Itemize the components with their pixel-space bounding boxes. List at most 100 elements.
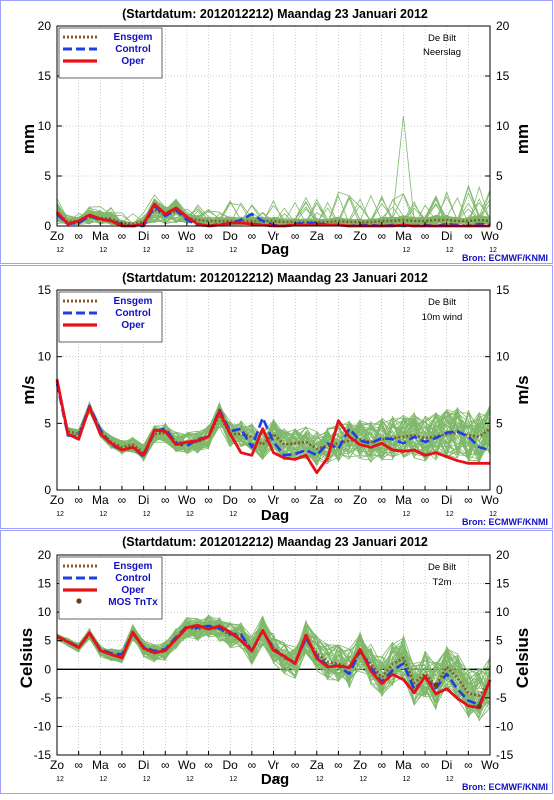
y-axis-label-right: mm: [513, 124, 532, 154]
source-credit: Bron: ECMWF/KNMI: [462, 253, 548, 263]
x-tick-label: Wo: [481, 229, 499, 243]
y-tick-labels-right: 0 5 10 15 20: [485, 19, 510, 233]
x-subtick-label: 12: [229, 247, 237, 254]
x-tick-label: ∞: [334, 758, 343, 772]
y-tick-labels-left: -15 -10 -5 0 5 10 15 20: [34, 548, 62, 762]
x-tick-label: ∞: [248, 493, 257, 507]
x-subtick-label: 12: [403, 511, 411, 518]
legend-label: Ensgem: [114, 561, 153, 572]
variable-name: T2m: [433, 577, 452, 588]
y-tick-label: 20: [38, 19, 52, 33]
x-tick-label: ∞: [377, 229, 386, 243]
x-tick-label: ∞: [291, 493, 300, 507]
x-subtick-label: 12: [143, 511, 151, 518]
y-tick-label: 0: [44, 219, 51, 233]
x-tick-label: Ma: [92, 493, 109, 507]
mos-point: [476, 703, 482, 710]
y-tick-label: 10: [38, 350, 52, 364]
y-tick-label-right: 10: [496, 350, 510, 364]
x-tick-label: ∞: [464, 493, 473, 507]
y-tick-label: 5: [44, 416, 51, 430]
y-axis-label-left: Celsius: [17, 628, 36, 688]
x-axis-label: Dag: [261, 241, 289, 258]
x-tick-label: Ma: [92, 229, 109, 243]
y-tick-label-right: 20: [496, 548, 510, 562]
mos-point: [433, 682, 439, 688]
x-tick-label: ∞: [204, 229, 213, 243]
legend-label: Oper: [121, 585, 144, 596]
y-tick-label-right: 15: [496, 577, 510, 591]
x-tick-label: Zo: [353, 493, 367, 507]
x-tick-label: ∞: [74, 758, 83, 772]
x-tick-label: Di: [441, 493, 452, 507]
y-axis-label-left: mm: [19, 124, 38, 154]
station-name: De Bilt: [428, 33, 456, 44]
x-tick-labels: Zo ∞ Ma ∞ Di ∞ Wo ∞ Do ∞ Vr ∞ Za ∞ Zo ∞ Ma ∞ Di ∞ Wo: [50, 222, 499, 243]
x-tick-label: ∞: [421, 758, 430, 772]
x-subtick-label: 12: [403, 247, 411, 254]
x-tick-labels: Zo ∞ Ma ∞ Di ∞ Wo ∞ Do ∞ Vr ∞ Za ∞ Zo ∞ Ma ∞ Di ∞ Wo: [50, 486, 499, 507]
x-subtick-label: 12: [316, 776, 324, 783]
x-tick-label: ∞: [377, 758, 386, 772]
source-credit: Bron: ECMWF/KNMI: [462, 782, 548, 792]
legend-label: Ensgem: [114, 296, 153, 307]
x-subtick-label: 12: [489, 247, 497, 254]
x-subtick-labels: 12 12 12 12 12 12 12 12: [56, 511, 497, 518]
x-tick-label: Di: [138, 229, 149, 243]
x-tick-label: Do: [223, 229, 239, 243]
x-tick-label: Do: [223, 758, 239, 772]
series-line-ensgem: [55, 380, 491, 455]
x-tick-label: Wo: [178, 229, 196, 243]
y-axis-label-right: m/s: [513, 375, 532, 404]
chart-title: (Startdatum: 2012012212) Maandag 23 Janu…: [122, 7, 428, 21]
x-subtick-label: 12: [186, 776, 194, 783]
legend-label: Control: [115, 573, 151, 584]
x-tick-label: ∞: [421, 229, 430, 243]
y-tick-label-right: -5: [496, 691, 507, 705]
x-subtick-label: 12: [143, 247, 151, 254]
x-subtick-label: 12: [229, 776, 237, 783]
y-tick-label-right: -15: [496, 748, 514, 762]
x-tick-labels: Zo ∞ Ma ∞ Di ∞ Wo ∞ Do ∞ Vr ∞ Za ∞ Zo ∞ Ma ∞ Di ∞ Wo: [50, 751, 499, 772]
x-tick-label: Do: [223, 493, 239, 507]
x-tick-label: Zo: [50, 229, 64, 243]
x-tick-label: Di: [441, 758, 452, 772]
y-tick-labels-left: 0 5 10 15: [38, 283, 62, 497]
x-tick-label: Zo: [353, 758, 367, 772]
x-tick-label: Di: [138, 493, 149, 507]
ensemble-member-line: [56, 623, 491, 722]
x-subtick-label: 12: [186, 247, 194, 254]
x-subtick-labels: 12 12 12 12 12 12 12 12 12 12: [56, 776, 454, 783]
x-tick-label: ∞: [464, 758, 473, 772]
station-name: De Bilt: [428, 562, 456, 573]
x-tick-label: ∞: [204, 493, 213, 507]
x-tick-label: ∞: [204, 758, 213, 772]
y-tick-label-right: 5: [496, 634, 503, 648]
x-subtick-label: 12: [56, 247, 64, 254]
variable-name: Neerslag: [423, 47, 461, 58]
ensemble-members: [56, 377, 491, 467]
x-tick-label: Vr: [268, 758, 280, 772]
legend-swatch-mos: [76, 598, 82, 604]
x-tick-label: ∞: [74, 493, 83, 507]
y-tick-label: -15: [34, 748, 52, 762]
y-tick-labels-right: 0 5 10 15: [485, 283, 510, 497]
x-subtick-label: 12: [403, 776, 411, 783]
x-tick-label: Ma: [395, 758, 412, 772]
x-tick-label: ∞: [248, 229, 257, 243]
x-tick-label: ∞: [161, 229, 170, 243]
x-axis-label: Dag: [261, 771, 289, 788]
x-subtick-label: 12: [446, 511, 454, 518]
legend-label: Control: [115, 44, 151, 55]
y-tick-labels-left: 0 5 10 15 20: [38, 19, 62, 233]
y-axis-label-left: m/s: [19, 375, 38, 404]
chart-title: (Startdatum: 2012012212) Maandag 23 Janu…: [122, 271, 428, 285]
variable-name: 10m wind: [422, 312, 463, 323]
x-subtick-label: 12: [229, 511, 237, 518]
y-tick-label-right: 10: [496, 119, 510, 133]
y-tick-label-right: 5: [496, 416, 503, 430]
y-tick-label: 15: [38, 577, 52, 591]
x-tick-label: Zo: [353, 229, 367, 243]
